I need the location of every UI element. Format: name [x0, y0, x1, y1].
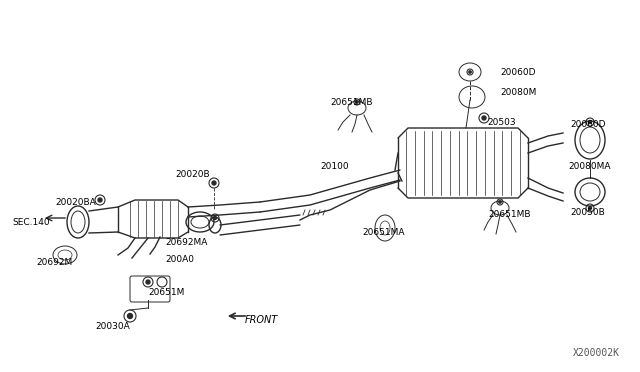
- Circle shape: [589, 121, 591, 124]
- Circle shape: [212, 181, 216, 185]
- Circle shape: [127, 314, 132, 318]
- Circle shape: [499, 201, 501, 203]
- Text: 20030A: 20030A: [95, 322, 130, 331]
- Text: 20651M: 20651M: [148, 288, 184, 297]
- Circle shape: [468, 71, 471, 73]
- Text: SEC.140: SEC.140: [12, 218, 50, 227]
- Text: 20020BA: 20020BA: [55, 198, 96, 207]
- Text: 20651MB: 20651MB: [488, 210, 531, 219]
- Text: X200002K: X200002K: [573, 348, 620, 358]
- Text: 20020B: 20020B: [175, 170, 210, 179]
- Text: 20692M: 20692M: [36, 258, 72, 267]
- Text: 20080MA: 20080MA: [568, 162, 611, 171]
- Text: 20651MB: 20651MB: [330, 98, 372, 107]
- Text: 20080M: 20080M: [500, 88, 536, 97]
- Text: 20503: 20503: [487, 118, 516, 127]
- Circle shape: [146, 280, 150, 284]
- Circle shape: [482, 116, 486, 120]
- Circle shape: [356, 101, 358, 103]
- Text: FRONT: FRONT: [245, 315, 278, 325]
- Text: 20060D: 20060D: [570, 120, 605, 129]
- Circle shape: [98, 198, 102, 202]
- Text: 20050B: 20050B: [570, 208, 605, 217]
- Text: 20100: 20100: [320, 162, 349, 171]
- Text: 200A0: 200A0: [165, 255, 194, 264]
- Text: 20060D: 20060D: [500, 68, 536, 77]
- Text: 20651MA: 20651MA: [362, 228, 404, 237]
- Circle shape: [589, 206, 591, 209]
- Circle shape: [214, 217, 216, 219]
- Text: 20692MA: 20692MA: [165, 238, 207, 247]
